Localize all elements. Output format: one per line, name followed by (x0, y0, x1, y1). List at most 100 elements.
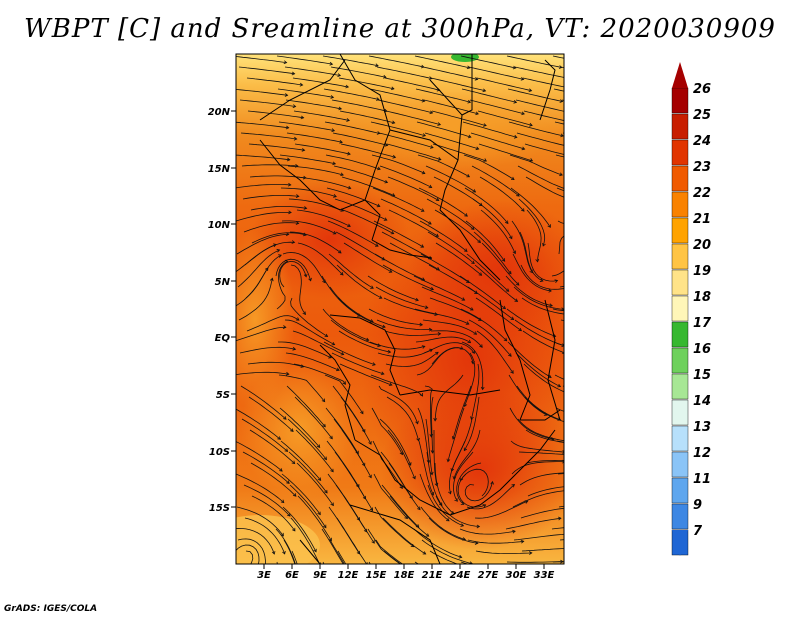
streamline-arrow (375, 243, 379, 247)
streamline (280, 187, 337, 197)
streamline (382, 264, 434, 290)
streamline-arrow (316, 444, 321, 449)
colorbar-label: 17 (693, 316, 712, 331)
streamline (278, 374, 326, 402)
streamline-arrow (572, 454, 575, 457)
streamline (453, 429, 481, 480)
streamline (456, 462, 482, 505)
streamline-arrow (383, 74, 387, 79)
streamline-arrow (376, 97, 380, 101)
streamline-arrow (437, 331, 442, 336)
streamline (510, 440, 564, 453)
streamline-arrow (580, 460, 583, 463)
streamline (385, 351, 439, 367)
streamline (552, 55, 564, 59)
streamline (481, 242, 520, 286)
streamline-arrow (459, 477, 464, 482)
streamline-arrow (503, 337, 508, 342)
streamline (563, 419, 564, 420)
streamline (237, 249, 280, 288)
streamline (376, 66, 432, 79)
streamline (288, 451, 328, 494)
streamline-arrow (467, 339, 472, 344)
colorbar-label: 21 (693, 212, 711, 227)
streamline (386, 396, 420, 441)
streamline-arrow (626, 206, 629, 209)
streamline (427, 484, 464, 527)
streamline-arrow (333, 194, 337, 198)
streamline (526, 459, 564, 464)
streamline (517, 418, 564, 442)
streamline-arrow (331, 128, 336, 133)
streamline-arrow (614, 109, 617, 112)
streamline (329, 539, 345, 564)
streamline (247, 361, 304, 368)
streamline (511, 220, 533, 273)
streamline (243, 222, 299, 233)
streamline (341, 429, 372, 478)
streamline-arrow (324, 333, 329, 337)
streamline (464, 187, 509, 224)
streamline (464, 481, 493, 502)
streamline (236, 212, 292, 222)
streamline (570, 111, 625, 122)
streamline-arrow (606, 560, 609, 563)
streamline (250, 206, 307, 211)
streamline-arrow (340, 271, 344, 276)
streamline (277, 88, 334, 98)
streamline-arrow (348, 608, 351, 611)
streamline-arrow (271, 551, 276, 555)
streamline-arrow (408, 595, 411, 598)
streamline-arrow (576, 122, 579, 125)
streamline-arrow (329, 61, 334, 66)
streamline-arrow (483, 158, 487, 162)
streamline (419, 473, 450, 522)
streamline (283, 539, 296, 564)
colorbar-segment (671, 373, 689, 400)
streamline-arrow (368, 474, 372, 479)
streamline (236, 154, 290, 161)
streamline (467, 286, 514, 320)
streamline (236, 371, 289, 376)
lon-label: 18E (394, 570, 415, 581)
streamline-arrow (471, 360, 475, 365)
streamline (507, 88, 563, 102)
streamline (416, 347, 463, 376)
streamline-arrow (471, 260, 475, 264)
streamline-arrow (303, 273, 308, 278)
lat-label: 10S (209, 447, 230, 458)
lon-label: 30E (506, 570, 527, 581)
streamline-arrow (512, 529, 516, 534)
streamline (383, 550, 402, 564)
streamline (478, 143, 533, 162)
streamline-arrow (282, 325, 287, 329)
streamline (568, 550, 624, 551)
streamline (512, 253, 552, 292)
streamline (473, 231, 512, 275)
streamline (460, 468, 489, 497)
streamline (509, 407, 554, 440)
streamline (460, 308, 507, 342)
streamline (414, 308, 469, 325)
streamline-arrow (607, 420, 610, 423)
streamline (431, 396, 434, 453)
streamline (384, 330, 441, 336)
streamline-arrow (290, 428, 294, 432)
streamline-arrow (340, 351, 345, 356)
streamline-arrow (621, 86, 624, 89)
streamline (572, 177, 628, 183)
streamlines (236, 55, 629, 611)
lon-label: 3E (257, 570, 271, 581)
streamline (236, 184, 291, 189)
streamline (463, 154, 515, 180)
streamline-arrow (510, 370, 514, 374)
colorbar-segment (671, 191, 689, 218)
colorbar-top-arrow (672, 62, 688, 88)
streamline-arrow (570, 354, 573, 357)
streamline-arrow (300, 115, 305, 120)
streamline-arrow (463, 583, 466, 586)
streamline-arrow (626, 464, 629, 467)
streamline (245, 550, 254, 564)
streamline-arrow (419, 392, 424, 397)
streamline (459, 275, 506, 310)
